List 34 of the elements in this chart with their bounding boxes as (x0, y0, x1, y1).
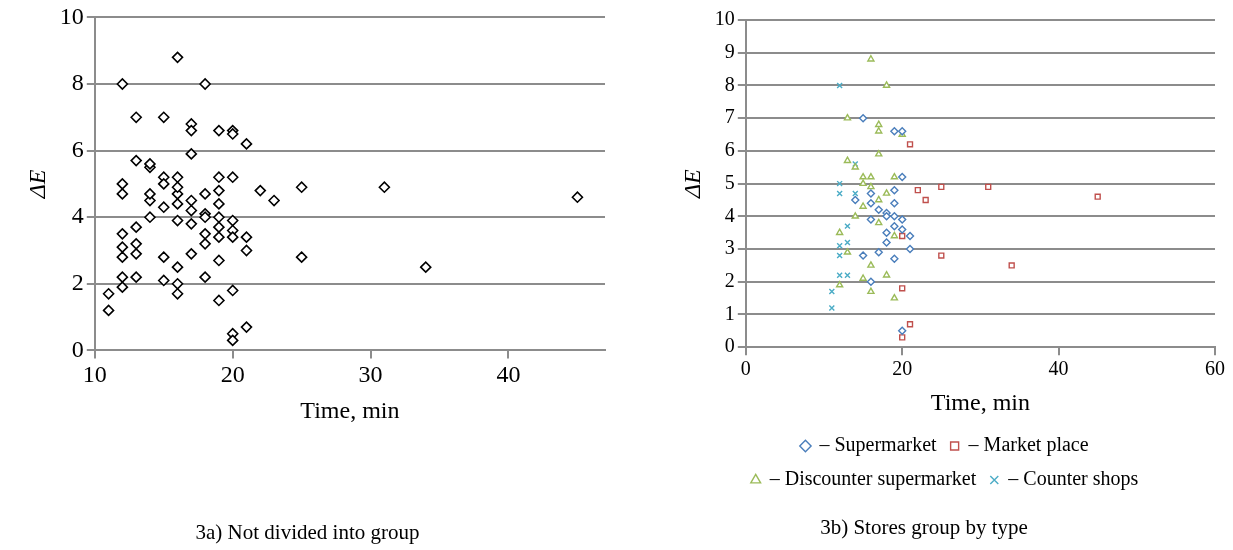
y-tick-label: 4 (71, 202, 84, 229)
y-tick-label: 2 (71, 269, 84, 296)
y-tick-label: 7 (724, 105, 735, 128)
y-tick-label: 6 (724, 138, 735, 161)
x-tick-label: 0 (740, 357, 751, 380)
x-tick-label: 20 (220, 361, 245, 388)
x-tick-label: 30 (358, 361, 383, 388)
y-tick-label: 10 (714, 7, 735, 30)
x-axis-title: Time, min (300, 396, 400, 423)
legend-label: – Counter shops (1007, 467, 1139, 491)
x-tick-label: 40 (496, 361, 521, 388)
y-tick-label: 3 (724, 236, 735, 259)
y-tick-label: 4 (724, 203, 735, 226)
y-tick-label: 10 (59, 2, 84, 29)
y-tick-label: 0 (71, 335, 84, 362)
y-tick-label: 1 (724, 301, 735, 324)
y-tick-label: 8 (724, 72, 735, 95)
y-tick-label: 2 (724, 269, 735, 292)
y-tick-label: 8 (71, 69, 84, 96)
y-tick-label: 9 (724, 39, 735, 62)
text: 3a) Not divided into group (194, 520, 421, 545)
x-tick-label: 40 (1048, 357, 1069, 380)
y-axis-title: ΔE (678, 168, 705, 199)
legend-label: – Supermarket (818, 433, 938, 457)
y-tick-label: 0 (724, 334, 735, 357)
x-tick-label: 20 (892, 357, 913, 380)
legend-label: – Market place (967, 433, 1089, 457)
y-tick-label: 6 (71, 135, 84, 162)
x-tick-label: 60 (1205, 357, 1225, 380)
x-axis-title: Time, min (930, 388, 1030, 415)
legend-label: – Discounter supermarket (768, 467, 977, 491)
y-axis-title: ΔE (23, 169, 50, 200)
y-tick-label: 5 (724, 170, 735, 193)
text: 3b) Stores group by type (819, 515, 1029, 540)
